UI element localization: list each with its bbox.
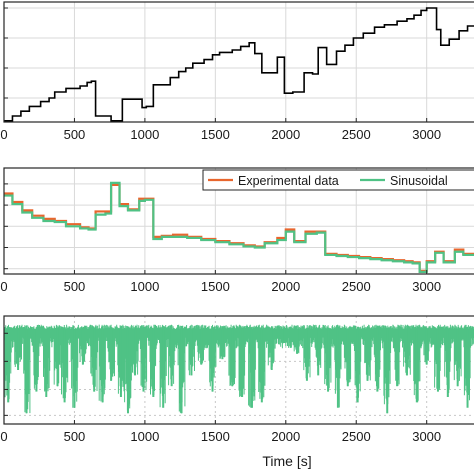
bottom-x-tick-label: 2000 [271,429,300,444]
top-x-tick-label: 1000 [130,127,159,142]
top-series-0 [4,7,474,122]
middle-panel: 0 500 1000 1500 2000 2500 3000 Experimental dat… [0,167,474,294]
top-x-tick-label: 2000 [271,127,300,142]
bottom-x-tick-label: 500 [64,429,86,444]
top-x-tick-label: 500 [64,127,86,142]
bottom-x-tick-label: 2500 [342,429,371,444]
top-grid [4,2,474,122]
bottom-x-tick-label: 1500 [201,429,230,444]
legend: Experimental data Sinusoidal [202,169,474,191]
bottom-axes-box [3,315,474,425]
bottom-x-tick-label: 3000 [412,429,441,444]
top-x-tick-label: 3000 [412,127,441,142]
bottom-x-tick-label: 1000 [130,429,159,444]
middle-axes-box [3,167,474,275]
top-x-tick-label: 2500 [342,127,371,142]
middle-x-tick-label: 3000 [412,279,441,294]
middle-x-tick-label: 1500 [201,279,230,294]
top-series-group [4,7,474,122]
bottom-series-group [4,324,474,414]
legend-box [202,169,474,191]
legend-label-1: Sinusoidal [390,174,448,188]
middle-series-1 [4,181,474,273]
top-axes-box [3,1,474,123]
middle-x-tick-label: 2500 [342,279,371,294]
top-x-tick-label: 0 [0,127,7,142]
middle-x-tick-label: 1000 [130,279,159,294]
legend-label-0: Experimental data [238,174,339,188]
middle-x-tick-label: 500 [64,279,86,294]
x-axis-label: Time [s] [262,453,311,469]
bottom-panel: 0 500 1000 1500 2000 2500 3000 Time [s] [0,315,474,469]
bottom-x-tick-label: 0 [0,429,7,444]
middle-series-group [4,181,474,273]
top-panel: 0 500 1000 1500 2000 2500 3000 [0,1,474,142]
top-x-tick-label: 1500 [201,127,230,142]
middle-x-tick-label: 0 [0,279,7,294]
middle-x-tick-label: 2000 [271,279,300,294]
